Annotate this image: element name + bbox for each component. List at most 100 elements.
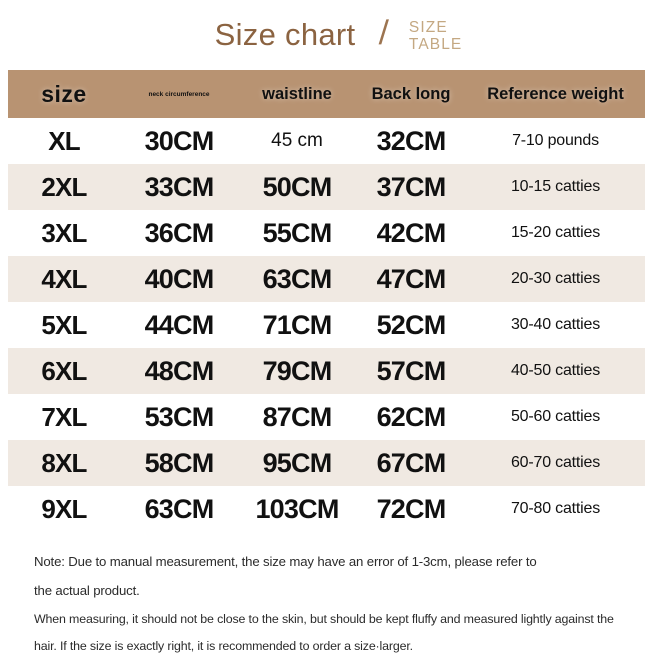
cell-value: 2XL <box>41 171 87 202</box>
cell-value: 50-60 catties <box>510 408 600 425</box>
cell-reference-weight: 7-10 pounds <box>466 132 645 150</box>
cell-value: 57CM <box>376 355 447 386</box>
cell-value: 48CM <box>144 355 215 386</box>
cell-back-long: 32CM <box>356 126 466 157</box>
cell-back-long: 42CM <box>356 218 466 249</box>
cell-value: 7-10 pounds <box>512 132 599 149</box>
cell-value: 33CM <box>144 171 215 202</box>
cell-value: 32CM <box>376 125 447 156</box>
footer-notes: Note: Due to manual measurement, the siz… <box>0 548 667 660</box>
cell-neck-circumference: 33CM <box>120 172 238 203</box>
table-row: 6XL 48CM 79CM 57CM 40-50 catties <box>8 348 645 394</box>
cell-reference-weight: 40-50 catties <box>466 362 645 380</box>
cell-size: XL <box>8 126 120 157</box>
cell-value: 3XL <box>41 217 87 248</box>
cell-size: 6XL <box>8 356 120 387</box>
cell-back-long: 62CM <box>356 402 466 433</box>
cell-value: 47CM <box>376 263 447 294</box>
cell-value: 50CM <box>262 171 333 202</box>
cell-size: 9XL <box>8 494 120 525</box>
column-header-waistline: waistline <box>262 84 332 103</box>
subtitle-line-2: TABLE <box>408 36 463 53</box>
table-header-row: size neck circumference waistline Back l… <box>8 70 645 118</box>
page-title: Size chart / SIZE TABLE <box>0 0 667 70</box>
cell-size: 8XL <box>8 448 120 479</box>
column-header-size: size <box>41 80 87 107</box>
table-row: 4XL 40CM 63CM 47CM 20-30 catties <box>8 256 645 302</box>
page-title-subtitle: SIZE TABLE <box>409 19 462 54</box>
cell-value: 52CM <box>376 309 447 340</box>
cell-back-long: 37CM <box>356 172 466 203</box>
cell-neck-circumference: 48CM <box>120 356 238 387</box>
cell-value: 30-40 catties <box>510 316 600 333</box>
cell-back-long: 52CM <box>356 310 466 341</box>
size-chart-table: size neck circumference waistline Back l… <box>8 70 645 532</box>
cell-value: 10-15 catties <box>510 178 600 195</box>
cell-neck-circumference: 36CM <box>120 218 238 249</box>
table-row: 9XL 63CM 103CM 72CM 70-80 catties <box>8 486 645 532</box>
cell-value: 5XL <box>41 309 87 340</box>
cell-neck-circumference: 30CM <box>120 126 238 157</box>
cell-value: 7XL <box>41 401 87 432</box>
cell-value: 87CM <box>262 401 333 432</box>
cell-value: 67CM <box>376 447 447 478</box>
cell-reference-weight: 70-80 catties <box>466 500 645 518</box>
cell-value: 40-50 catties <box>510 362 600 379</box>
cell-value: 15-20 catties <box>510 224 600 241</box>
cell-value: 30CM <box>144 125 215 156</box>
cell-reference-weight: 50-60 catties <box>466 408 645 426</box>
cell-reference-weight: 60-70 catties <box>466 454 645 472</box>
subtitle-line-1: SIZE <box>408 18 448 36</box>
note-line-3: When measuring, it should not be close t… <box>34 611 614 626</box>
cell-neck-circumference: 63CM <box>120 494 238 525</box>
cell-waistline: 79CM <box>238 356 356 387</box>
cell-size: 4XL <box>8 264 120 295</box>
cell-value: 63CM <box>144 493 215 524</box>
cell-neck-circumference: 44CM <box>120 310 238 341</box>
cell-value: XL <box>48 125 80 156</box>
cell-neck-circumference: 58CM <box>120 448 238 479</box>
title-separator-slash: / <box>378 13 390 52</box>
cell-size: 5XL <box>8 310 120 341</box>
cell-value: 20-30 catties <box>510 270 600 287</box>
note-line-1: Note: Due to manual measurement, the siz… <box>34 554 537 569</box>
cell-back-long: 47CM <box>356 264 466 295</box>
cell-value: 42CM <box>376 217 447 248</box>
cell-size: 3XL <box>8 218 120 249</box>
cell-value: 55CM <box>262 217 333 248</box>
cell-size: 2XL <box>8 172 120 203</box>
cell-neck-circumference: 40CM <box>120 264 238 295</box>
table-row: 7XL 53CM 87CM 62CM 50-60 catties <box>8 394 645 440</box>
cell-value: 71CM <box>262 309 333 340</box>
cell-value: 72CM <box>376 493 447 524</box>
cell-value: 36CM <box>144 217 215 248</box>
cell-value: 37CM <box>376 171 447 202</box>
cell-waistline: 45 cm <box>238 130 356 152</box>
cell-value: 8XL <box>41 447 87 478</box>
cell-value: 9XL <box>41 493 87 524</box>
cell-waistline: 50CM <box>238 172 356 203</box>
table-row: 8XL 58CM 95CM 67CM 60-70 catties <box>8 440 645 486</box>
cell-value: 6XL <box>41 355 87 386</box>
note-line-4: hair. If the size is exactly right, it i… <box>34 638 413 653</box>
column-header-neck-circumference: neck circumference <box>148 90 210 98</box>
cell-value: 40CM <box>144 263 215 294</box>
cell-value: 63CM <box>262 263 333 294</box>
cell-reference-weight: 15-20 catties <box>466 224 645 242</box>
column-header-back-long: Back long <box>371 84 451 103</box>
cell-neck-circumference: 53CM <box>120 402 238 433</box>
cell-value: 79CM <box>262 355 333 386</box>
page-title-main: Size chart <box>214 17 356 52</box>
cell-value: 60-70 catties <box>510 454 600 471</box>
cell-value: 53CM <box>144 401 215 432</box>
cell-waistline: 95CM <box>238 448 356 479</box>
cell-reference-weight: 20-30 catties <box>466 270 645 288</box>
table-row: 5XL 44CM 71CM 52CM 30-40 catties <box>8 302 645 348</box>
cell-waistline: 103CM <box>238 494 356 525</box>
note-line-2: the actual product. <box>34 582 140 598</box>
cell-back-long: 72CM <box>356 494 466 525</box>
cell-value: 45 cm <box>271 130 323 151</box>
table-row: XL 30CM 45 cm 32CM 7-10 pounds <box>8 118 645 164</box>
cell-value: 103CM <box>255 493 339 524</box>
table-row: 2XL 33CM 50CM 37CM 10-15 catties <box>8 164 645 210</box>
